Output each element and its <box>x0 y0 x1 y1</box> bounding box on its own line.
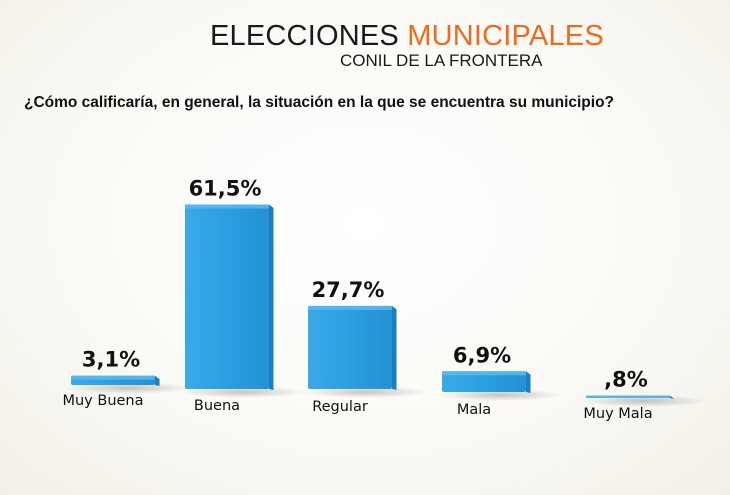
chart-title: ELECCIONES MUNICIPALES <box>210 20 604 53</box>
chart-subtitle: CONIL DE LA FRONTERA <box>340 51 543 70</box>
title-main: ELECCIONES <box>210 20 399 52</box>
bar-top-buena <box>185 204 269 209</box>
value-label-buena: 61,5% <box>189 177 262 201</box>
survey-question: ¿Cómo calificaría, en general, la situac… <box>24 94 615 111</box>
bar-side-regular <box>392 305 397 390</box>
title-accent: MUNICIPALES <box>407 20 604 52</box>
bar-side-buena <box>269 204 274 390</box>
bar-top-regular <box>308 305 392 310</box>
bar-side-mala <box>526 371 531 393</box>
value-label-muy-buena: 3,1% <box>82 348 140 372</box>
bar-top-muy-mala <box>586 395 670 398</box>
bar-side-muy-buena <box>155 375 160 386</box>
category-label-mala: Mala <box>457 402 491 418</box>
bar-top-muy-buena <box>71 375 155 380</box>
value-label-muy-mala: ,8% <box>604 368 648 392</box>
category-label-muy-buena: Muy Buena <box>62 393 143 409</box>
value-label-regular: 27,7% <box>312 278 385 302</box>
bar-top-mala <box>442 371 526 376</box>
category-label-buena: Buena <box>194 398 240 414</box>
bar-mala <box>442 371 526 392</box>
category-label-regular: Regular <box>312 399 368 415</box>
bar-regular <box>308 305 392 389</box>
value-label-mala: 6,9% <box>453 343 511 367</box>
bar-side-muy-mala <box>670 395 675 400</box>
category-label-muy-mala: Muy Mala <box>583 406 652 422</box>
bar-buena <box>185 204 269 389</box>
